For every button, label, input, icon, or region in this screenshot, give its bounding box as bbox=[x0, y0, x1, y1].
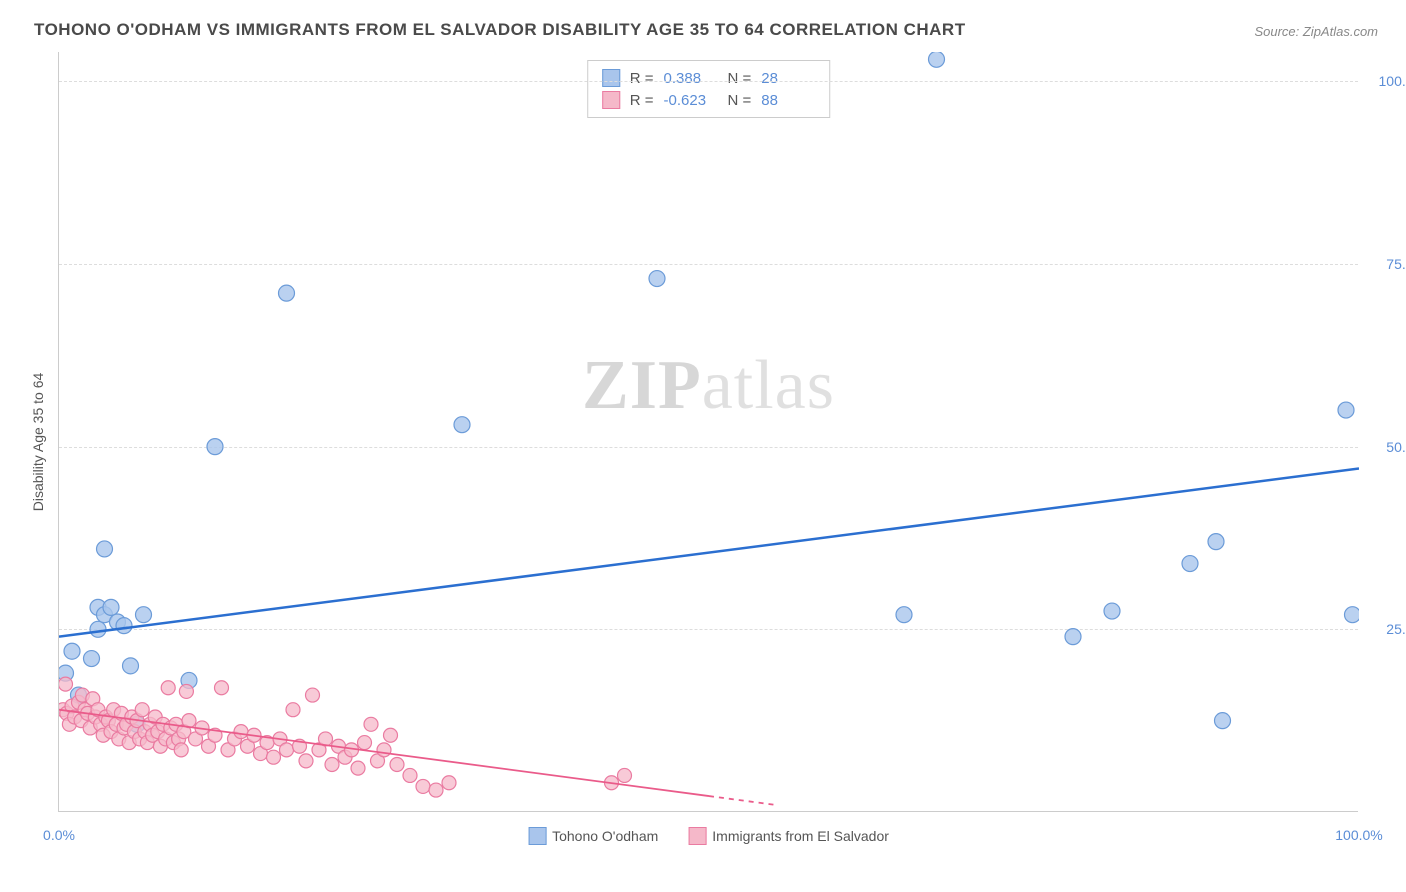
scatter-point-series-1 bbox=[135, 703, 149, 717]
scatter-point-series-1 bbox=[299, 754, 313, 768]
scatter-point-series-0 bbox=[454, 417, 470, 433]
scatter-point-series-1 bbox=[618, 768, 632, 782]
scatter-point-series-0 bbox=[64, 643, 80, 659]
scatter-point-series-1 bbox=[351, 761, 365, 775]
scatter-point-series-0 bbox=[116, 618, 132, 634]
scatter-point-series-1 bbox=[442, 776, 456, 790]
scatter-point-series-1 bbox=[215, 681, 229, 695]
scatter-point-series-1 bbox=[161, 681, 175, 695]
scatter-point-series-0 bbox=[1345, 607, 1360, 623]
scatter-point-series-1 bbox=[429, 783, 443, 797]
scatter-point-series-0 bbox=[90, 621, 106, 637]
y-axis-label: Disability Age 35 to 64 bbox=[30, 373, 46, 512]
scatter-point-series-0 bbox=[123, 658, 139, 674]
scatter-point-series-1 bbox=[306, 688, 320, 702]
scatter-point-series-1 bbox=[59, 677, 73, 691]
xtick-label: 100.0% bbox=[1335, 827, 1382, 843]
legend-item-0: Tohono O'odham bbox=[528, 827, 658, 845]
trend-line-dashed-series-1 bbox=[709, 796, 774, 805]
scatter-point-series-1 bbox=[364, 717, 378, 731]
scatter-point-series-1 bbox=[280, 743, 294, 757]
scatter-point-series-1 bbox=[416, 779, 430, 793]
scatter-point-series-1 bbox=[179, 684, 193, 698]
scatter-point-series-1 bbox=[286, 703, 300, 717]
legend-label-1: Immigrants from El Salvador bbox=[712, 828, 889, 844]
scatter-point-series-1 bbox=[390, 758, 404, 772]
plot-area: ZIPatlas R = 0.388 N = 28 R = -0.623 N =… bbox=[58, 52, 1358, 812]
scatter-point-series-1 bbox=[325, 758, 339, 772]
scatter-point-series-0 bbox=[84, 651, 100, 667]
legend-label-0: Tohono O'odham bbox=[552, 828, 658, 844]
chart-title: TOHONO O'ODHAM VS IMMIGRANTS FROM EL SAL… bbox=[34, 20, 966, 40]
scatter-point-series-0 bbox=[136, 607, 152, 623]
scatter-point-series-0 bbox=[279, 285, 295, 301]
ytick-label: 75.0% bbox=[1386, 256, 1406, 272]
legend-item-1: Immigrants from El Salvador bbox=[688, 827, 889, 845]
ytick-label: 100.0% bbox=[1379, 73, 1406, 89]
trend-line-series-1 bbox=[59, 710, 709, 796]
scatter-point-series-1 bbox=[377, 743, 391, 757]
ytick-label: 25.0% bbox=[1386, 621, 1406, 637]
source-label: Source: ZipAtlas.com bbox=[1254, 24, 1378, 39]
trend-line-series-0 bbox=[59, 469, 1359, 637]
scatter-point-series-0 bbox=[103, 599, 119, 615]
scatter-point-series-0 bbox=[207, 439, 223, 455]
swatch-legend-0 bbox=[528, 827, 546, 845]
scatter-point-series-0 bbox=[929, 52, 945, 67]
scatter-point-series-0 bbox=[1065, 629, 1081, 645]
scatter-point-series-0 bbox=[1208, 534, 1224, 550]
scatter-point-series-1 bbox=[358, 736, 372, 750]
scatter-point-series-1 bbox=[384, 728, 398, 742]
chart-svg bbox=[59, 52, 1359, 812]
scatter-point-series-1 bbox=[174, 743, 188, 757]
scatter-point-series-0 bbox=[896, 607, 912, 623]
scatter-point-series-1 bbox=[403, 768, 417, 782]
bottom-legend: Tohono O'odham Immigrants from El Salvad… bbox=[528, 827, 889, 845]
scatter-point-series-0 bbox=[1338, 402, 1354, 418]
ytick-label: 50.0% bbox=[1386, 439, 1406, 455]
scatter-point-series-0 bbox=[1215, 713, 1231, 729]
scatter-point-series-1 bbox=[267, 750, 281, 764]
swatch-legend-1 bbox=[688, 827, 706, 845]
scatter-point-series-0 bbox=[97, 541, 113, 557]
scatter-point-series-0 bbox=[1104, 603, 1120, 619]
scatter-point-series-0 bbox=[649, 271, 665, 287]
chart-container: Disability Age 35 to 64 ZIPatlas R = 0.3… bbox=[48, 52, 1378, 832]
scatter-point-series-1 bbox=[234, 725, 248, 739]
scatter-point-series-0 bbox=[1182, 556, 1198, 572]
xtick-label: 0.0% bbox=[43, 827, 75, 843]
